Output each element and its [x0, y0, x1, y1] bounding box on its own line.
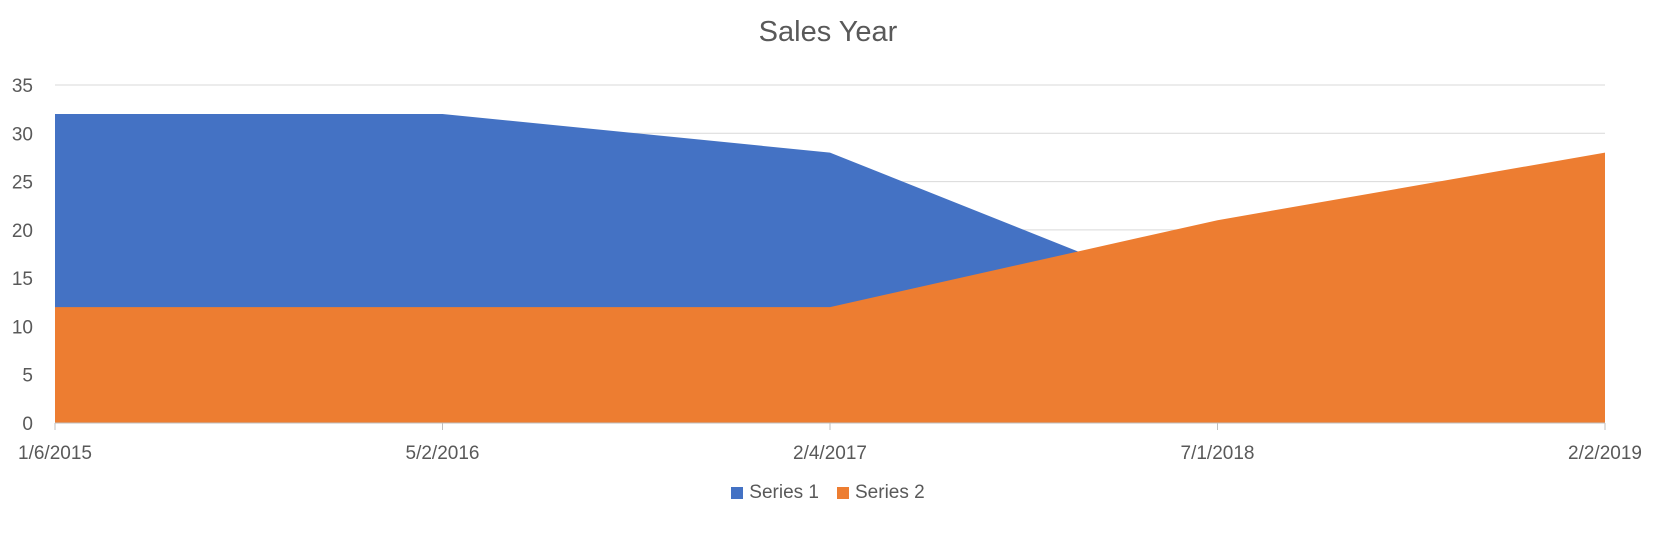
y-tick-label: 20 [12, 221, 33, 242]
chart-title: Sales Year [758, 16, 898, 48]
y-tick-label: 10 [12, 317, 33, 338]
y-tick-label: 0 [22, 414, 33, 435]
x-tick-label: 1/6/2015 [18, 443, 92, 464]
x-tick-label: 2/4/2017 [793, 443, 867, 464]
y-tick-label: 5 [22, 366, 33, 387]
legend-label: Series 2 [855, 482, 925, 503]
legend-label: Series 1 [749, 482, 819, 503]
legend-swatch [837, 487, 849, 499]
series-2-area [55, 152, 1605, 423]
y-tick-label: 25 [12, 173, 33, 194]
legend-item-series-2: Series 2 [837, 482, 925, 504]
legend-item-series-1: Series 1 [731, 482, 819, 504]
x-tick-label: 5/2/2016 [406, 443, 480, 464]
y-tick-label: 30 [12, 124, 33, 145]
legend-swatch [731, 487, 744, 499]
x-tick-label: 7/1/2018 [1181, 443, 1255, 464]
chart-legend: Series 1 Series 2 [0, 482, 1656, 505]
x-tick-label: 2/2/2019 [1568, 443, 1642, 464]
y-tick-label: 15 [12, 269, 33, 290]
y-tick-label: 35 [12, 76, 33, 97]
